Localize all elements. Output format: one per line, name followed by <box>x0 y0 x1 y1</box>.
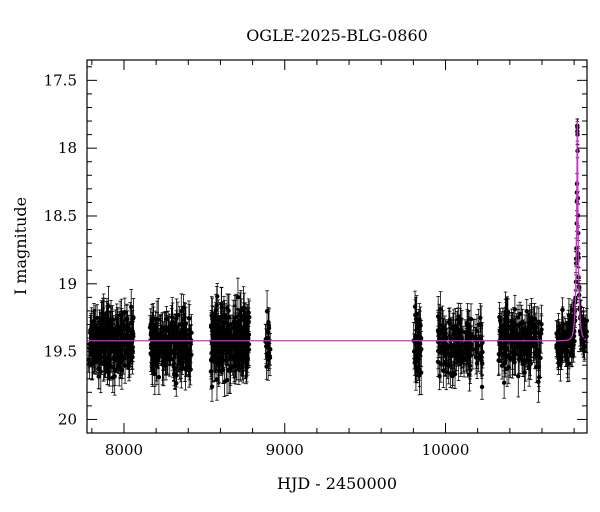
y-axis-title: I magnitude <box>11 197 30 295</box>
y-tick-label: 20 <box>58 410 77 428</box>
y-tick-label: 17.5 <box>44 71 77 89</box>
x-tick-label: 8000 <box>105 441 143 459</box>
y-tick-label: 19.5 <box>44 343 77 361</box>
chart-title: OGLE-2025-BLG-0860 <box>246 26 428 45</box>
x-tick-label: 9000 <box>266 441 304 459</box>
y-tick-label: 18 <box>58 139 77 157</box>
x-axis-title: HJD - 2450000 <box>277 474 397 493</box>
x-tick-label: 10000 <box>422 441 470 459</box>
data-point <box>448 311 452 336</box>
y-tick-label: 18.5 <box>44 207 77 225</box>
plot-frame <box>87 60 587 433</box>
plot-data-layer <box>87 119 589 402</box>
ticks-layer: 8000 9000 10000 17.5 18 18.5 19 19.5 20 <box>44 60 587 459</box>
y-tick-label: 19 <box>58 275 77 293</box>
